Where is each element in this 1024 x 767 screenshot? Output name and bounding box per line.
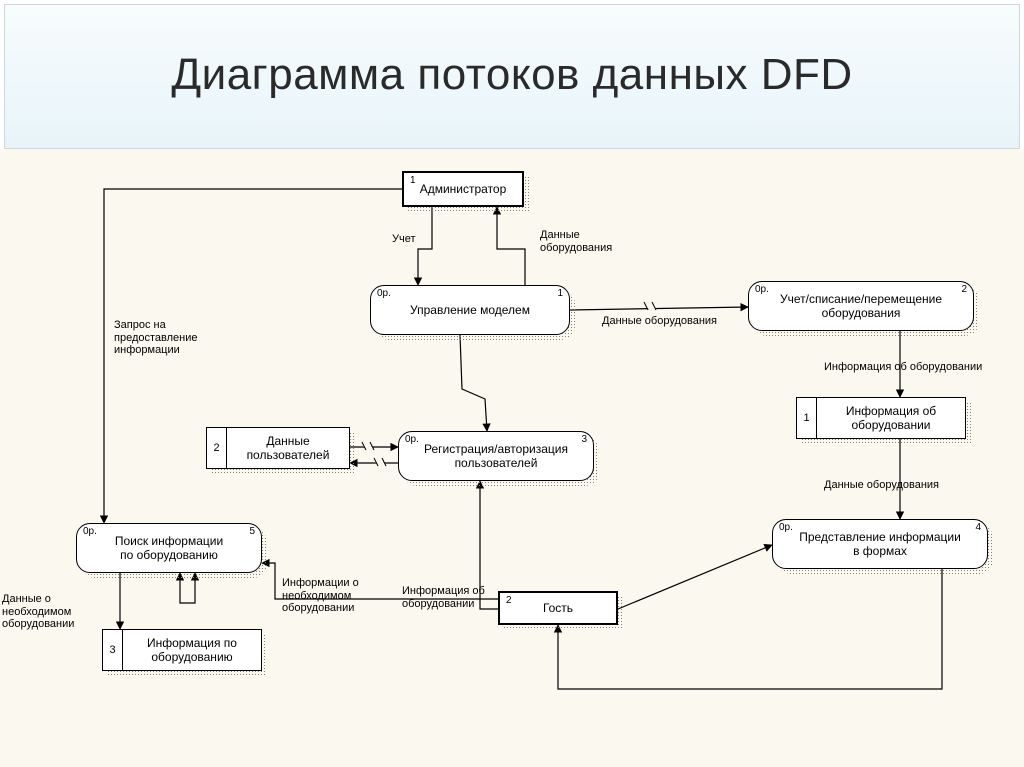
node-label: Учет/списание/перемещение оборудования: [780, 292, 942, 321]
flow-arrow: [460, 335, 487, 431]
dfd-diagram: 1 Администратор 0р. 1 Управление моделем 0р. 2…: [0, 149, 1024, 767]
flow-label: Информация об оборудовании: [402, 585, 485, 610]
datastore-ds_eqinfo: 1Информация об оборудовании: [796, 397, 966, 439]
datastore-label: Данные пользователей: [227, 432, 349, 465]
flow-label: Информация об оборудовании: [824, 361, 982, 374]
node-label: Администратор: [420, 182, 507, 196]
flow-label: Информации о необходимом оборудовании: [282, 577, 359, 615]
datastore-id: 2: [207, 428, 227, 468]
node-label: Управление моделем: [410, 303, 530, 317]
node-label: Представление информации в формах: [799, 530, 961, 559]
flow-label: Данные о необходимом оборудовании: [2, 593, 74, 631]
flow-label: Запрос на предоставление информации: [114, 319, 197, 357]
process-p5: 0р. 5 Поиск информации по оборудованию: [76, 523, 262, 573]
flow-break: [645, 303, 655, 311]
node-id-right: 1: [557, 288, 563, 300]
external-admin: 1 Администратор: [402, 171, 524, 207]
flow-break-marks: [374, 458, 386, 466]
datastore-ds_users: 2Данные пользователей: [206, 427, 350, 469]
datastore-label: Информация по оборудованию: [123, 634, 261, 667]
datastore-label: Информация об оборудовании: [817, 402, 965, 435]
datastore-id: 1: [797, 398, 817, 438]
node-id-left: 0р.: [83, 526, 97, 538]
page-title: Диаграмма потоков данных DFD: [4, 50, 1020, 100]
flow-break: [375, 459, 385, 467]
flow-arrow: [570, 307, 748, 310]
node-label: Гость: [543, 601, 573, 615]
process-p3: 0р. 3 Регистрация/авторизация пользователе…: [398, 431, 594, 481]
node-label: Регистрация/авторизация пользователей: [424, 442, 568, 471]
flow-break-marks: [644, 302, 656, 310]
node-id-right: 2: [961, 284, 967, 296]
node-id-left: 0р.: [405, 434, 419, 446]
node-id-left: 0р.: [755, 284, 769, 296]
process-p2: 0р. 2 Учет/списание/перемещение оборудован…: [748, 281, 974, 331]
flow-label: Учет: [392, 233, 416, 246]
flow-label: Данные оборудования: [602, 315, 717, 328]
node-id-right: 4: [975, 522, 981, 534]
node-label: Поиск информации по оборудованию: [115, 534, 223, 563]
node-id-left: 1: [410, 175, 416, 187]
node-id-left: 2: [506, 595, 512, 607]
process-p4: 0р. 4 Представление информации в формах: [772, 519, 988, 569]
node-id-right: 3: [581, 434, 587, 446]
flow-label: Данные оборудования: [824, 479, 939, 492]
external-guest: 2 Гость: [498, 591, 618, 625]
node-id-left: 0р.: [377, 288, 391, 300]
flow-break: [363, 443, 373, 451]
flow-arrow: [618, 545, 772, 609]
flow-arrow: [418, 207, 432, 285]
datastore-ds_eqres: 3Информация по оборудованию: [102, 629, 262, 671]
datastore-id: 3: [103, 630, 123, 670]
node-id-right: 5: [249, 526, 255, 538]
flow-arrow: [497, 207, 525, 285]
flow-label: Данные оборудования: [540, 229, 612, 254]
process-p1: 0р. 1 Управление моделем: [370, 285, 570, 335]
node-id-left: 0р.: [779, 522, 793, 534]
header-panel: Диаграмма потоков данных DFD: [0, 0, 1024, 149]
flow-break-marks: [362, 442, 374, 450]
